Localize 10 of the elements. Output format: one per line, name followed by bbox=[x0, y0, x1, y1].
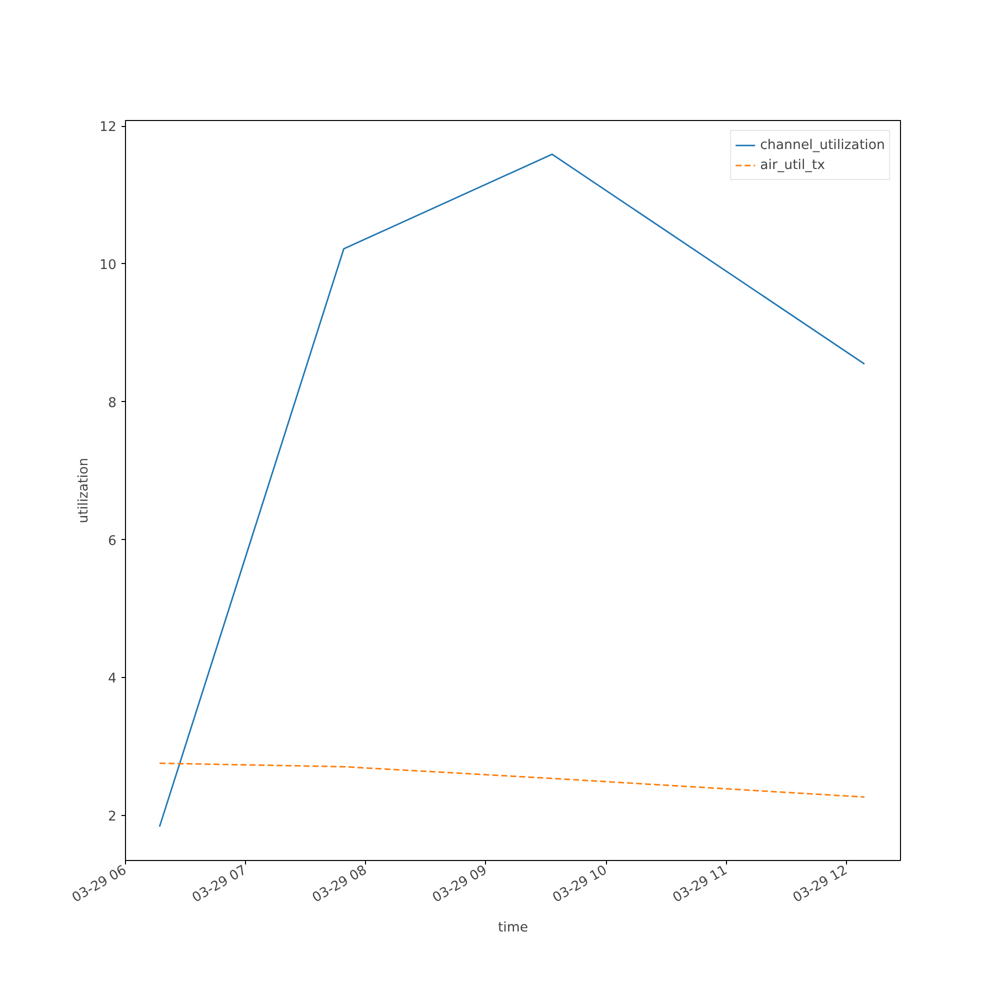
y-tick-label: 6 bbox=[108, 534, 117, 549]
y-tick-label: 12 bbox=[100, 120, 117, 136]
y-tick-label: 8 bbox=[108, 396, 117, 411]
y-tick-label: 10 bbox=[100, 258, 117, 273]
y-axis-title: utilization bbox=[76, 458, 92, 524]
y-tick-label: 4 bbox=[108, 672, 117, 687]
legend-label: channel_utilization bbox=[760, 138, 885, 152]
x-axis-title: time bbox=[498, 920, 528, 936]
legend-label: air_util_tx bbox=[760, 158, 825, 172]
y-tick-label: 2 bbox=[108, 810, 117, 825]
